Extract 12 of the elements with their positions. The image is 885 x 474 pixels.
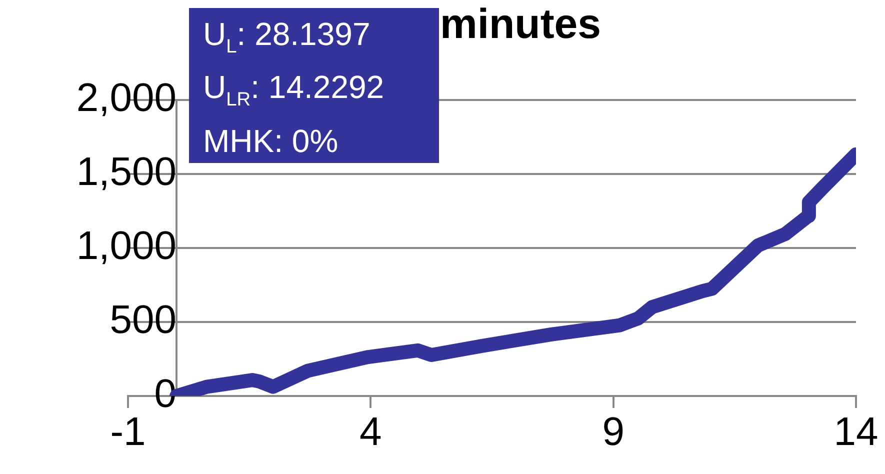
x-tick-label: 14 <box>834 410 878 454</box>
y-tick-label: 1,500 <box>76 150 177 194</box>
y-tick-label: 1,000 <box>76 224 177 268</box>
text: U$_{L}$: 28.1397 <box>203 15 372 60</box>
x-tick-label: 4 <box>360 410 382 454</box>
x-tick-label: -1 <box>110 410 146 454</box>
annotation: MHK: 0% <box>203 122 340 161</box>
annotation: U$_{LR}$: 14.2292 <box>203 68 386 113</box>
x-tick-label: 9 <box>602 410 624 454</box>
y-tick-label: 2,000 <box>76 76 177 120</box>
chart-title: minutes <box>440 0 602 48</box>
y-tick-label: 500 <box>110 298 177 342</box>
